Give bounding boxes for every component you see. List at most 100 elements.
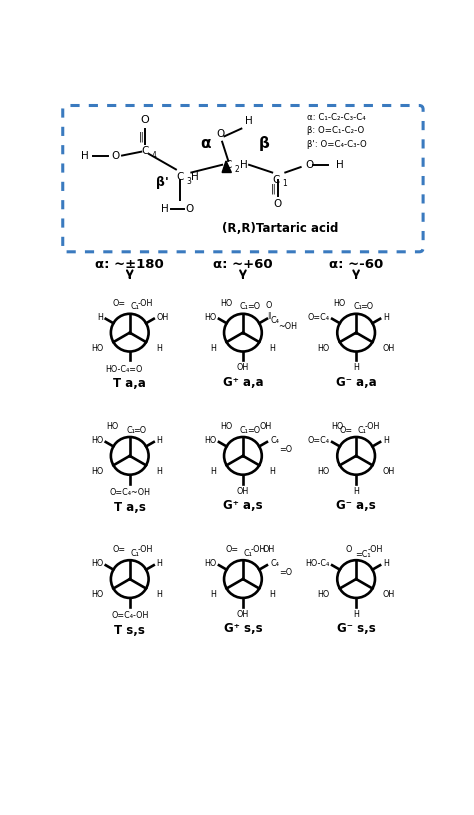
Text: β: β [259, 136, 270, 152]
Text: G⁻ a,a: G⁻ a,a [336, 376, 376, 389]
Text: H: H [156, 436, 162, 445]
Text: HO: HO [91, 467, 103, 476]
Text: H: H [156, 467, 162, 476]
Text: -OH: -OH [365, 422, 380, 431]
Text: HO: HO [204, 559, 216, 568]
Text: HO: HO [220, 298, 232, 307]
Text: OH: OH [237, 363, 249, 372]
Text: 3: 3 [186, 177, 191, 186]
Text: H: H [245, 117, 253, 126]
Text: C₁: C₁ [358, 425, 366, 434]
Text: G⁺ s,s: G⁺ s,s [224, 622, 262, 635]
Text: H: H [383, 436, 389, 445]
Text: OH: OH [383, 344, 395, 353]
Text: OH: OH [383, 590, 395, 599]
Text: C₄: C₄ [270, 559, 279, 568]
Text: HO: HO [317, 590, 329, 599]
Text: HO-C₄=O: HO-C₄=O [105, 365, 142, 374]
Text: 1: 1 [282, 179, 287, 188]
Text: H: H [156, 344, 162, 353]
Text: =O: =O [247, 302, 260, 311]
Text: HO: HO [107, 422, 119, 431]
Text: β': β' [155, 176, 169, 189]
Text: (R,R)Tartaric acid: (R,R)Tartaric acid [222, 222, 338, 236]
Text: ‖: ‖ [267, 312, 270, 319]
Text: T a,a: T a,a [113, 377, 146, 390]
Text: HO: HO [91, 559, 103, 568]
Text: =C₁: =C₁ [356, 550, 371, 559]
Text: O: O [265, 301, 272, 310]
Text: C: C [141, 147, 149, 156]
Text: C₁: C₁ [130, 302, 139, 311]
Text: β': O=C₄-C₃-O: β': O=C₄-C₃-O [307, 140, 366, 149]
Text: G⁻ s,s: G⁻ s,s [337, 622, 375, 635]
Text: H: H [270, 590, 275, 599]
Text: O: O [273, 200, 282, 209]
Text: β: O=C₁-C₂-O: β: O=C₁-C₂-O [307, 126, 364, 135]
Text: HO: HO [91, 344, 103, 353]
Text: HO: HO [91, 436, 103, 445]
Text: C₁: C₁ [240, 302, 249, 311]
Text: H: H [81, 151, 89, 161]
Text: O=C₄: O=C₄ [307, 313, 329, 322]
Text: OH: OH [237, 610, 249, 619]
Text: C₁: C₁ [353, 302, 362, 311]
Text: T s,s: T s,s [114, 623, 145, 637]
Text: 4: 4 [151, 151, 156, 160]
Text: ~OH: ~OH [279, 322, 298, 331]
Text: OH: OH [237, 487, 249, 496]
Text: C₁: C₁ [130, 548, 139, 558]
Text: =O: =O [134, 425, 147, 434]
Text: H: H [240, 160, 247, 170]
Text: C: C [176, 173, 183, 183]
Text: C₁: C₁ [127, 425, 136, 434]
Text: HO: HO [317, 344, 329, 353]
Text: C₁: C₁ [240, 425, 249, 434]
Text: C₁: C₁ [244, 548, 253, 558]
Text: O: O [305, 160, 313, 170]
Text: O=: O= [226, 545, 239, 554]
Text: H: H [353, 610, 359, 619]
Text: HO: HO [333, 298, 346, 307]
Text: HO: HO [331, 422, 344, 431]
Text: H: H [270, 344, 275, 353]
Text: =O: =O [360, 302, 373, 311]
Text: OH: OH [263, 545, 275, 554]
Text: O: O [217, 129, 225, 139]
Text: H: H [156, 559, 162, 568]
Text: OH: OH [383, 467, 395, 476]
Text: H: H [210, 467, 216, 476]
Text: H: H [156, 590, 162, 599]
Text: α: ~+60: α: ~+60 [213, 258, 273, 271]
Text: =O: =O [279, 568, 292, 577]
Text: HO-C₄: HO-C₄ [305, 559, 329, 568]
Text: =O: =O [279, 445, 292, 454]
FancyBboxPatch shape [63, 105, 423, 252]
Text: O=C₄-OH: O=C₄-OH [111, 611, 148, 620]
Text: O=C₄: O=C₄ [307, 436, 329, 445]
Text: α: ~-60: α: ~-60 [329, 258, 383, 271]
Text: O: O [346, 545, 352, 554]
Text: O: O [186, 205, 194, 214]
Text: G⁺ a,s: G⁺ a,s [223, 499, 263, 512]
Text: H: H [353, 363, 359, 372]
Text: G⁺ a,a: G⁺ a,a [223, 376, 263, 389]
Text: HO: HO [220, 422, 232, 431]
Text: ‖: ‖ [271, 183, 275, 194]
Text: OH: OH [260, 422, 272, 431]
Text: T a,s: T a,s [114, 500, 146, 513]
Text: H: H [383, 559, 389, 568]
Text: H: H [336, 160, 344, 170]
Text: C: C [273, 174, 280, 185]
Text: HO: HO [317, 467, 329, 476]
Text: HO: HO [204, 313, 216, 322]
Text: H: H [210, 590, 216, 599]
Text: OH: OH [156, 313, 169, 322]
Text: H: H [210, 344, 216, 353]
Text: HO: HO [91, 590, 103, 599]
Polygon shape [222, 161, 231, 173]
Text: G⁻ a,s: G⁻ a,s [336, 499, 376, 512]
Text: α: C₁-C₂-C₃-C₄: α: C₁-C₂-C₃-C₄ [307, 112, 365, 121]
Text: -OH: -OH [137, 298, 153, 307]
Text: C₄: C₄ [270, 316, 279, 325]
